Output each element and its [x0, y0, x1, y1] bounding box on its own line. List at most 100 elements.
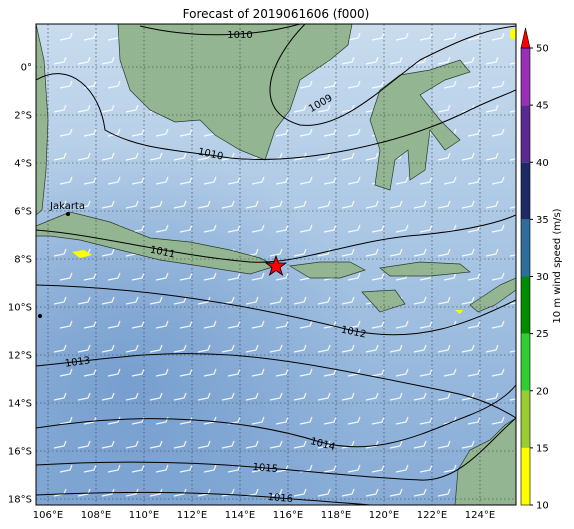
wind-barb [269, 392, 283, 401]
wind-barb [371, 368, 385, 377]
wind-barb [203, 464, 217, 473]
lat-label: 10°S [8, 303, 32, 314]
wind-barb [467, 80, 481, 89]
wind-barb [437, 296, 451, 305]
wind-barb [197, 296, 211, 305]
wind-barb [251, 368, 265, 377]
wind-barb [251, 416, 265, 425]
wind-barb [221, 344, 235, 353]
wind-barb [203, 320, 217, 329]
wind-barb [197, 200, 211, 209]
wind-barb [227, 272, 241, 281]
wind-barb [389, 488, 403, 497]
wind-barb [125, 344, 139, 353]
wind-barb [101, 392, 115, 401]
wind-barb [299, 80, 313, 89]
wind-barb [413, 344, 427, 353]
colorbar-tick-label: 10 [536, 501, 549, 512]
wind-barb [461, 344, 475, 353]
contour-label: 1012 [340, 325, 367, 341]
lon-label: 116°E [273, 510, 303, 521]
wind-barb [293, 200, 307, 209]
lon-label: 108°E [81, 510, 111, 521]
colorbar-segment [521, 333, 530, 391]
colorbar-segment [521, 219, 530, 277]
wind-barb [173, 392, 187, 401]
wind-barb [317, 200, 331, 209]
wind-barb [365, 56, 379, 65]
wind-barb [107, 80, 121, 89]
wind-barb [365, 200, 379, 209]
colorbar-segment [521, 48, 530, 106]
wind-barb [149, 344, 163, 353]
wind-barb [461, 56, 475, 65]
wind-barb [77, 152, 91, 161]
wind-barb [173, 152, 187, 161]
wind-barb [59, 416, 73, 425]
timor [469, 277, 516, 313]
wind-barb [347, 320, 361, 329]
wind-barb [275, 176, 289, 185]
lon-label: 120°E [369, 510, 399, 521]
wind-barb [77, 200, 91, 209]
wind-barb [461, 152, 475, 161]
wind-barb [485, 344, 499, 353]
wind-barb [131, 272, 145, 281]
wind-barb [485, 152, 499, 161]
wind-barb [491, 224, 505, 233]
wind-barb [221, 392, 235, 401]
wind-barb [437, 152, 451, 161]
lon-label: 110°E [129, 510, 159, 521]
wind-barb [173, 440, 187, 449]
wind-barb [317, 344, 331, 353]
wind-barb [83, 176, 97, 185]
wind-barbs [53, 32, 516, 497]
contour-label: 1010 [197, 147, 224, 163]
sumatra [36, 24, 49, 216]
wind-barb [437, 344, 451, 353]
wind-barb [179, 128, 193, 137]
wind-barb [131, 320, 145, 329]
wind-barb [371, 464, 385, 473]
wind-barb [227, 464, 241, 473]
wind-barb [203, 224, 217, 233]
wind-barb [437, 392, 451, 401]
wind-barb [323, 464, 337, 473]
wind-barb [125, 296, 139, 305]
wind-barb [467, 176, 481, 185]
wind-barb [437, 56, 451, 65]
wind-barb [275, 368, 289, 377]
wind-barb [347, 176, 361, 185]
wind-barb [149, 200, 163, 209]
wind-barb [419, 32, 433, 41]
wind-barb [125, 440, 139, 449]
wind-barb [443, 32, 457, 41]
colorbar-tick-label: 15 [536, 443, 549, 454]
wind-barb [53, 296, 67, 305]
wind-barb [461, 296, 475, 305]
wind-barb [59, 464, 73, 473]
wind-barb [419, 224, 433, 233]
wind-barb [437, 104, 451, 113]
wind-barb [347, 416, 361, 425]
wind-barb [395, 320, 409, 329]
isobar [36, 73, 516, 160]
wind-barb [491, 32, 505, 41]
wind-barb [293, 296, 307, 305]
wind-barb [371, 80, 385, 89]
wind-barb [317, 488, 331, 497]
wind-barb [317, 440, 331, 449]
wind-barb [395, 464, 409, 473]
wind-barb [365, 392, 379, 401]
wind-barb [389, 56, 403, 65]
wind-barb [347, 224, 361, 233]
wind-barb [101, 488, 115, 497]
wind-barb [419, 320, 433, 329]
wind-barb [437, 200, 451, 209]
wind-barb [491, 176, 505, 185]
wind-barb [269, 200, 283, 209]
wind-barb [437, 488, 451, 497]
wind-barb [245, 440, 259, 449]
sulawesi [369, 59, 471, 191]
